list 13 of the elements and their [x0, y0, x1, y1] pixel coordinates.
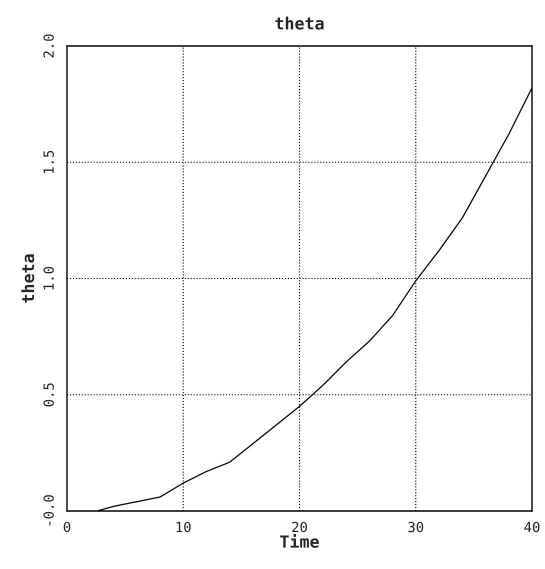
x-tick-label: 10 — [176, 522, 191, 532]
y-tick-label: 2.0 — [43, 34, 54, 58]
x-tick-label: 20 — [292, 522, 307, 532]
x-axis-title: Time — [280, 534, 319, 548]
x-tick-label: 40 — [524, 522, 540, 532]
y-tick-label: 1.0 — [43, 266, 54, 290]
y-axis-title: theta — [21, 254, 34, 303]
y-tick-label: 1.5 — [44, 150, 54, 174]
y-tick-label: 0.5 — [43, 383, 54, 406]
chart-title: theta — [275, 16, 324, 30]
x-tick-label: 0 — [64, 522, 70, 532]
x-tick-label: 30 — [408, 522, 424, 532]
y-tick-label: -0.0 — [43, 495, 54, 526]
